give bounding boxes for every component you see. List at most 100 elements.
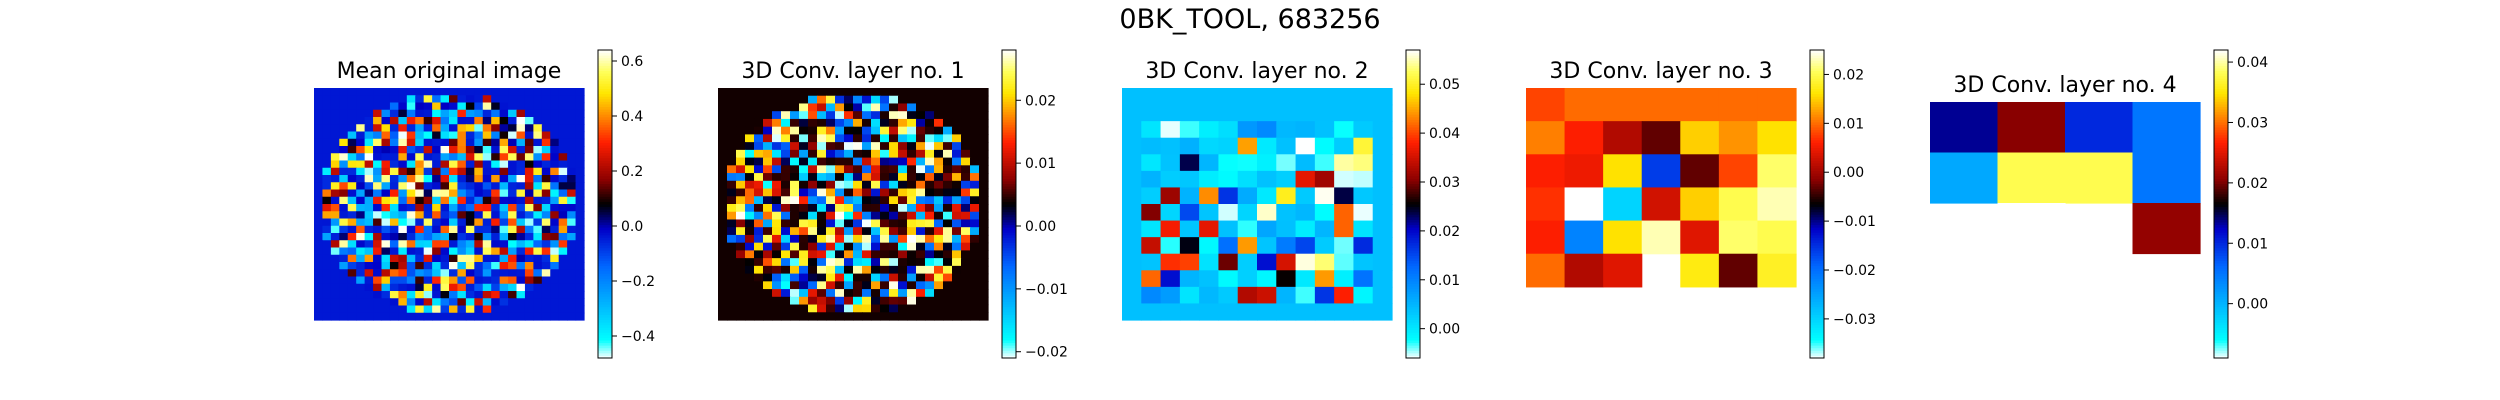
heatmap-cell (970, 142, 980, 151)
heatmap-cell (533, 95, 543, 104)
colorbar-segment (1810, 98, 1824, 102)
heatmap-cell (1372, 204, 1393, 222)
heatmap-cell (808, 95, 818, 105)
heatmap-cell (499, 211, 509, 220)
heatmap-cell (398, 276, 408, 285)
heatmap-cell (516, 305, 526, 314)
heatmap-cell (491, 175, 501, 183)
heatmap-cell (330, 240, 340, 249)
heatmap-cell (862, 188, 872, 197)
heatmap-cell (398, 138, 408, 147)
heatmap-cell (457, 269, 467, 278)
heatmap-cell (389, 182, 399, 191)
heatmap-cell (754, 157, 764, 166)
heatmap-cell (1757, 88, 1797, 122)
colorbar-tick-label: 0.2 (621, 164, 643, 180)
heatmap-cell (1257, 88, 1277, 106)
heatmap-cell (961, 126, 971, 135)
heatmap-cell (381, 182, 391, 191)
colorbar-segment (598, 242, 612, 246)
colorbar-segment (1406, 327, 1420, 331)
colorbar-segment (1002, 193, 1016, 197)
heatmap-cell (550, 225, 560, 234)
colorbar-segment (1810, 180, 1824, 184)
heatmap-cell (835, 296, 845, 306)
colorbar-tick-label: 0.05 (1429, 77, 1460, 93)
heatmap-cell (916, 211, 926, 221)
heatmap-cell (745, 196, 755, 205)
heatmap-cell (398, 175, 408, 183)
heatmap-cell (1353, 220, 1374, 238)
heatmap-cell (356, 95, 366, 104)
heatmap-cell (799, 312, 809, 321)
heatmap-cell (356, 117, 366, 125)
heatmap-cell (1179, 154, 1200, 172)
heatmap-cell (558, 88, 568, 96)
heatmap-cell (1237, 270, 1258, 288)
heatmap-cell (457, 211, 467, 220)
heatmap-cell (474, 247, 484, 256)
heatmap-cell (727, 95, 737, 105)
heatmap-cell (398, 254, 408, 263)
colorbar-segment (1406, 186, 1420, 190)
heatmap-cell (533, 276, 543, 285)
heatmap-cell (1334, 121, 1355, 139)
heatmap-cell (533, 189, 543, 198)
colorbar-segment (1002, 234, 1016, 238)
heatmap-cell (423, 131, 433, 140)
heatmap-cell (718, 258, 728, 267)
colorbar-segment (598, 229, 612, 233)
heatmap-cell (516, 283, 526, 292)
heatmap-cell (1218, 104, 1239, 122)
heatmap-cell (916, 258, 926, 267)
heatmap-cell (889, 188, 899, 197)
heatmap-cell (1372, 104, 1393, 122)
heatmap-cell (736, 118, 746, 128)
heatmap-cell (880, 103, 890, 112)
heatmap-cell (364, 167, 374, 176)
colorbar-segment (598, 268, 612, 272)
heatmap-cell (508, 276, 518, 285)
colorbar-segment (1810, 288, 1824, 292)
heatmap-cell (373, 124, 383, 133)
heatmap-cell (889, 258, 899, 267)
heatmap-cell (1141, 121, 1162, 139)
heatmap-cell (979, 180, 989, 190)
heatmap-cell (934, 265, 944, 275)
colorbar-segment (1406, 106, 1420, 110)
heatmap-cell (880, 296, 890, 306)
heatmap-cell (853, 111, 863, 120)
colorbar-segment (2214, 150, 2228, 154)
panel-title: 3D Conv. layer no. 2 (1145, 59, 1368, 84)
heatmap-cell (1603, 88, 1643, 122)
colorbar-tick-label: 0.00 (2237, 297, 2268, 313)
heatmap-cell (1122, 170, 1142, 189)
heatmap-cell (423, 233, 433, 241)
heatmap-cell (1334, 187, 1355, 205)
colorbar-segment (598, 67, 612, 72)
heatmap-cell (440, 102, 450, 111)
heatmap-cell (781, 234, 791, 244)
heatmap-cell (853, 157, 863, 166)
heatmap-cell (449, 247, 459, 256)
heatmap-cell (736, 165, 746, 174)
heatmap-cell (364, 254, 374, 263)
heatmap-cell (381, 312, 391, 321)
colorbar-segment (1002, 85, 1016, 89)
heatmap-cell (1295, 270, 1316, 288)
heatmap-cell (423, 312, 433, 321)
heatmap-cell (550, 160, 560, 169)
colorbar-segment (1002, 50, 1016, 54)
heatmap-cell (880, 188, 890, 197)
heatmap-cell (1276, 220, 1297, 238)
heatmap-cell (356, 276, 366, 285)
heatmap-cell (934, 126, 944, 135)
heatmap-cell (330, 218, 340, 227)
heatmap-cell (482, 305, 492, 314)
heatmap-cell (1199, 121, 1220, 139)
heatmap-cell (934, 157, 944, 166)
heatmap-cell (763, 157, 773, 166)
heatmap-cell (835, 289, 845, 298)
heatmap-cell (745, 265, 755, 275)
colorbar-segment (598, 124, 612, 128)
